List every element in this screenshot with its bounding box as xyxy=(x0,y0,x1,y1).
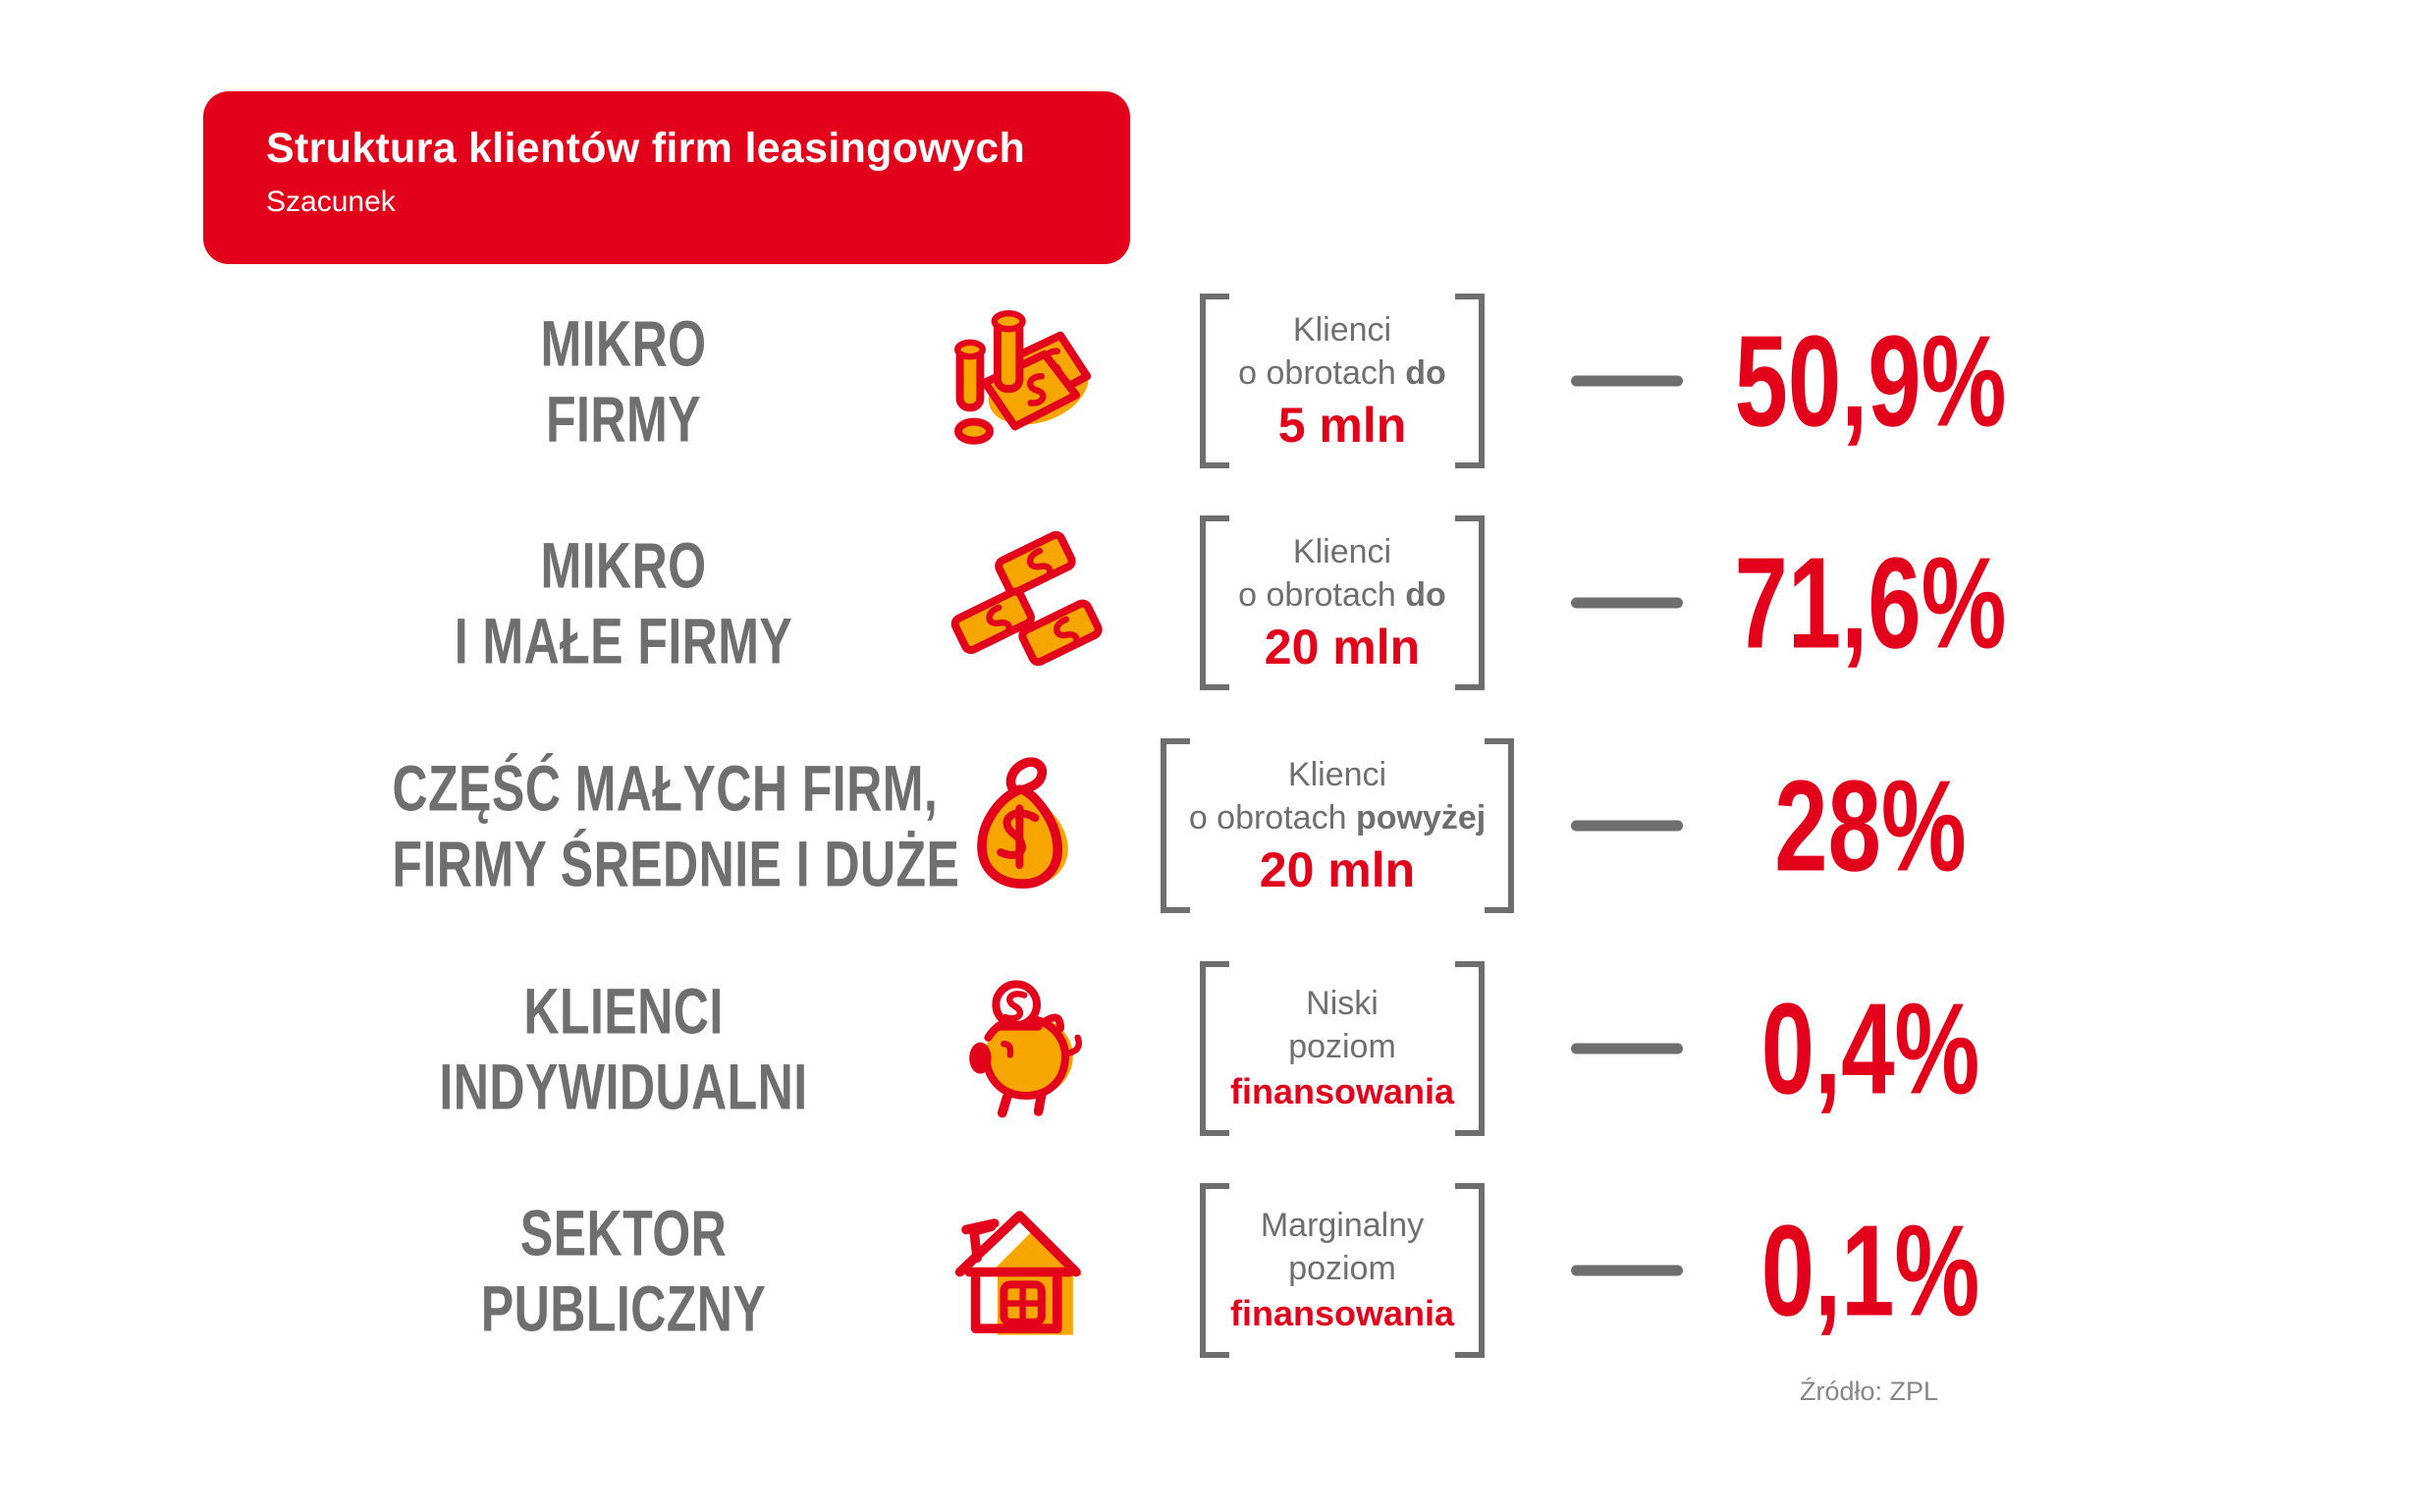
bracket-line2: o obrotach do xyxy=(1238,354,1446,392)
row-mikro-firmy: MIKRO FIRMY Klienci o obrotach do 5 mln xyxy=(0,270,2435,492)
money-bag-icon xyxy=(935,739,1108,912)
row-mikro-i-male-firmy: MIKRO I MAŁE FIRMY xyxy=(0,492,2435,714)
percentage-value: 0,4% xyxy=(1760,976,1980,1121)
row-label-line2: I MAŁE FIRMY xyxy=(454,604,793,676)
row-label-line1: CZĘŚĆ MAŁYCH FIRM, xyxy=(392,751,939,825)
coins-banknotes-icon xyxy=(935,295,1108,467)
row-klienci-indywidualni: KLIENCI INDYWIDUALNI Niski poziom finans… xyxy=(0,938,2435,1160)
percentage-value: 28% xyxy=(1774,753,1967,898)
bracket-line1: Niski xyxy=(1306,985,1379,1022)
connector-dash xyxy=(1571,1265,1683,1276)
bracket-line2: o obrotach powyżej xyxy=(1188,799,1487,837)
row-label: KLIENCI INDYWIDUALNI xyxy=(319,973,928,1123)
bracket-line2: poziom xyxy=(1288,1028,1396,1065)
bracket-line2: o obrotach do xyxy=(1238,576,1446,614)
percentage-value: 71,6% xyxy=(1734,530,2007,675)
bracket-line3: 20 mln xyxy=(1259,842,1416,897)
row-label-line1: SEKTOR xyxy=(519,1196,728,1269)
connector-dash xyxy=(1571,1043,1683,1054)
row-label-line2: FIRMY ŚREDNIE I DUŻE xyxy=(392,827,960,899)
row-label-line2: INDYWIDUALNI xyxy=(439,1050,808,1122)
bracket-line2: poziom xyxy=(1288,1250,1396,1287)
bracket-line3: 5 mln xyxy=(1277,398,1407,453)
row-label-line1: MIKRO xyxy=(540,528,707,602)
house-icon xyxy=(935,1184,1108,1357)
bracket-line1: Klienci xyxy=(1292,311,1392,349)
connector-dash xyxy=(1571,375,1683,387)
money-bundles-icon xyxy=(935,516,1108,689)
bracket-line3: finansowania xyxy=(1229,1071,1455,1111)
row-label-line1: KLIENCI xyxy=(523,974,724,1048)
bracket-note: Marginalny poziom finansowania xyxy=(1200,1183,1485,1358)
piggy-bank-icon xyxy=(935,962,1108,1135)
percentage-value: 0,1% xyxy=(1760,1198,1980,1343)
row-sektor-publiczny: SEKTOR PUBLICZNY xyxy=(0,1160,2435,1381)
bracket-note: Niski poziom finansowania xyxy=(1200,961,1485,1136)
row-label: MIKRO I MAŁE FIRMY xyxy=(319,527,928,677)
source-caption: Źródło: ZPL xyxy=(1800,1377,1939,1406)
connector-dash xyxy=(1571,820,1683,832)
row-label-line2: FIRMY xyxy=(546,382,701,455)
row-label: MIKRO FIRMY xyxy=(319,305,928,456)
page-subtitle: Szacunek xyxy=(266,186,396,218)
row-czesc-malych-firm: CZĘŚĆ MAŁYCH FIRM, FIRMY ŚREDNIE I DUŻE … xyxy=(0,715,2435,937)
title-box: Struktura klientów firm leasingowych Sza… xyxy=(203,91,1130,264)
percentage-value: 50,9% xyxy=(1734,308,2007,454)
bracket-note: Klienci o obrotach do 5 mln xyxy=(1200,294,1485,468)
page-title: Struktura klientów firm leasingowych xyxy=(266,125,1026,172)
bracket-line1: Marginalny xyxy=(1260,1207,1425,1244)
row-label: CZĘŚĆ MAŁYCH FIRM, FIRMY ŚREDNIE I DUŻE xyxy=(319,750,960,900)
bracket-note: Klienci o obrotach powyżej 20 mln xyxy=(1161,738,1514,913)
bracket-line1: Klienci xyxy=(1292,533,1392,570)
bracket-line1: Klienci xyxy=(1287,756,1387,793)
connector-dash xyxy=(1571,597,1683,609)
row-label-line1: MIKRO xyxy=(540,306,707,380)
bracket-line3: 20 mln xyxy=(1264,620,1421,675)
row-label-line2: PUBLICZNY xyxy=(480,1271,767,1344)
bracket-line3: finansowania xyxy=(1229,1293,1455,1333)
row-label: SEKTOR PUBLICZNY xyxy=(319,1195,928,1345)
bracket-note: Klienci o obrotach do 20 mln xyxy=(1200,515,1485,690)
